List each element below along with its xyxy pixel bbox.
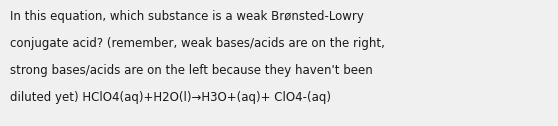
Text: conjugate acid? (remember, weak bases/acids are on the right,: conjugate acid? (remember, weak bases/ac… [10, 37, 385, 50]
Text: diluted yet) HClO4(aq)+H2O(l)→H3O+(aq)+ ClO4-(aq): diluted yet) HClO4(aq)+H2O(l)→H3O+(aq)+ … [10, 91, 331, 104]
Text: strong bases/acids are on the left because they haven't been: strong bases/acids are on the left becau… [10, 64, 373, 77]
Text: In this equation, which substance is a weak Brønsted-Lowry: In this equation, which substance is a w… [10, 10, 364, 23]
